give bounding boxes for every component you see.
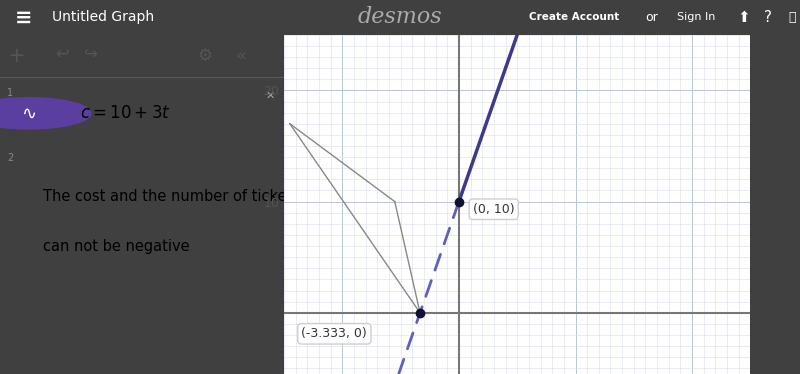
Text: ?: ? <box>764 10 772 25</box>
Text: can not be negative: can not be negative <box>42 239 190 254</box>
Text: ✕: ✕ <box>265 91 274 101</box>
Text: (0, 10): (0, 10) <box>473 203 514 216</box>
Text: 🌐: 🌐 <box>788 11 796 24</box>
Text: Untitled Graph: Untitled Graph <box>52 10 154 24</box>
Text: ⬆: ⬆ <box>738 10 750 25</box>
Text: 1: 1 <box>7 88 14 98</box>
Text: desmos: desmos <box>358 6 442 28</box>
Text: or: or <box>646 11 658 24</box>
Text: Sign In: Sign In <box>678 12 715 22</box>
Text: ∿: ∿ <box>21 104 36 122</box>
Text: Create Account: Create Account <box>529 12 619 22</box>
Text: ↪: ↪ <box>84 45 98 63</box>
Circle shape <box>0 98 91 129</box>
Text: ↩: ↩ <box>55 45 70 63</box>
Text: ≡: ≡ <box>14 7 32 27</box>
Text: The cost and the number of tickets: The cost and the number of tickets <box>42 189 300 204</box>
Text: +: + <box>8 46 26 66</box>
Text: (-3.333, 0): (-3.333, 0) <box>302 327 367 340</box>
Text: ⚙: ⚙ <box>197 47 212 65</box>
Text: 2: 2 <box>7 153 14 163</box>
Text: «: « <box>236 47 247 65</box>
Text: $c = 10 + 3t$: $c = 10 + 3t$ <box>79 104 170 122</box>
